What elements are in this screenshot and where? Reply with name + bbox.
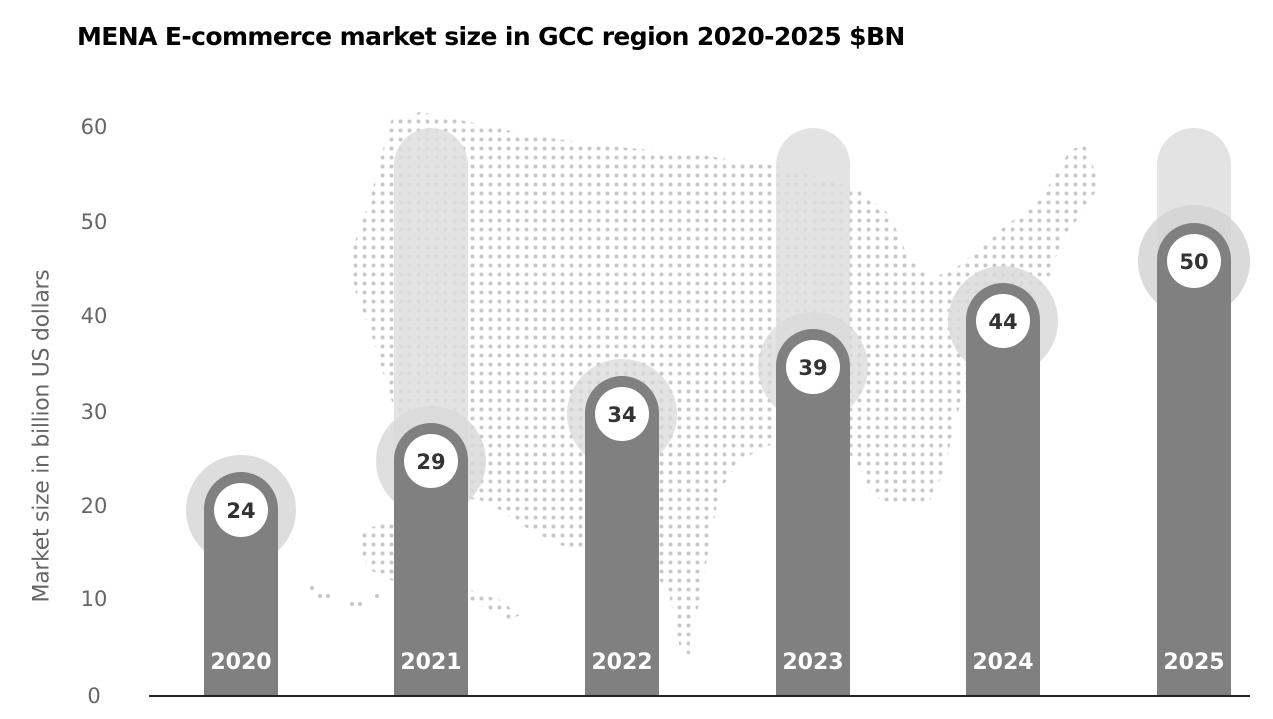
bar-2023[interactable]: 39 2023 [776, 329, 850, 696]
bar-value-label: 50 [1179, 250, 1208, 274]
bar-value-label: 39 [798, 356, 827, 380]
y-tick-50: 50 [80, 210, 108, 234]
y-tick-40: 40 [80, 304, 108, 328]
chart-title: MENA E-commerce market size in GCC regio… [77, 22, 905, 51]
bar-2022[interactable]: 34 2022 [585, 376, 659, 696]
y-tick-60: 60 [80, 115, 108, 139]
bar-year-label: 2022 [591, 650, 652, 675]
y-tick-10: 10 [80, 587, 108, 611]
bar-year-label: 2023 [782, 650, 843, 675]
bar-value-label: 29 [416, 450, 445, 474]
y-tick-0: 0 [87, 684, 101, 708]
bar-2024[interactable]: 44 2024 [966, 283, 1040, 696]
bar-year-label: 2024 [972, 650, 1033, 675]
bar-year-label: 2025 [1163, 650, 1224, 675]
bar-2020[interactable]: 24 2020 [204, 472, 278, 696]
bar-2025[interactable]: 50 2025 [1157, 223, 1231, 696]
y-tick-20: 20 [80, 494, 108, 518]
bar-year-label: 2020 [210, 650, 271, 675]
bar-value-label: 44 [988, 310, 1017, 334]
bar-2021[interactable]: 29 2021 [394, 423, 468, 696]
bar-value-label: 24 [226, 499, 255, 523]
y-tick-30: 30 [80, 400, 108, 424]
bar-year-label: 2021 [400, 650, 461, 675]
bar-value-label: 34 [607, 403, 636, 427]
